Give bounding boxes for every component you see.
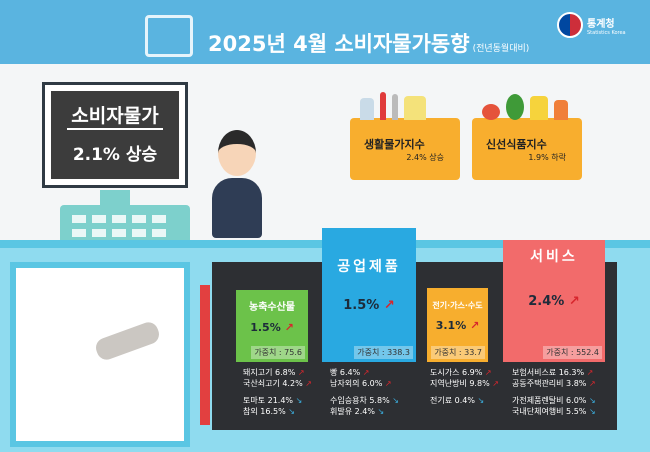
list-item: 수입승용차 5.8% ↘	[330, 395, 399, 406]
item-text: 남자외의 6.0%	[330, 379, 383, 388]
arrow-down-icon: ↘	[295, 396, 303, 405]
category-value: 2.4%	[528, 294, 565, 309]
category-value: 3.1%	[435, 319, 467, 332]
category-items-list: 보험서비스료 16.3% ↗ 공동주택관리비 3.8% ↗ 가전제품렌탈비 6.0%…	[512, 367, 596, 423]
arrow-up-icon: ↗	[383, 298, 395, 313]
arrow-down-icon: ↘	[588, 407, 596, 416]
item-text: 보험서비스료 16.3%	[512, 368, 585, 377]
category-industrial: 공업제품 1.5% ↗ 가중치 : 338.3	[322, 228, 416, 362]
register-value: 2.1% 상승	[72, 145, 158, 165]
arrow-down-icon: ↘	[288, 407, 295, 416]
register-stand	[100, 190, 130, 205]
arrow-up-icon: ↗	[568, 294, 580, 309]
category-services: 서비스 2.4% ↗ 가중치 : 552.4	[503, 240, 605, 362]
list-item: 빵 6.4% ↗	[330, 367, 399, 378]
arrow-up-icon: ↗	[284, 321, 294, 334]
category-agriculture: 농축수산물 1.5% ↗ 가중치 : 75.6	[236, 290, 308, 362]
arrow-up-icon: ↗	[470, 319, 480, 332]
category-weight: 가중치 : 338.3	[354, 346, 413, 359]
list-item: 전기료 0.4% ↘	[430, 395, 499, 406]
category-weight: 가중치 : 552.4	[543, 346, 602, 359]
item-text: 국산쇠고기 4.2%	[243, 379, 303, 388]
item-text: 국내단체여행비 5.5%	[512, 407, 587, 416]
item-text: 돼지고기 6.8%	[243, 368, 296, 377]
category-name: 공업제품	[337, 259, 401, 275]
shopping-basket-icon	[145, 15, 193, 57]
arrow-up-icon: ↗	[492, 379, 499, 388]
title-subtitle: (전년동월대비)	[472, 44, 530, 54]
arrow-up-icon: ↗	[586, 368, 594, 377]
item-text: 빵 6.4%	[330, 368, 361, 377]
arrow-up-icon: ↗	[297, 368, 305, 377]
list-item: 공동주택관리비 3.8% ↗	[512, 378, 596, 389]
item-text: 참외 16.5%	[243, 407, 286, 416]
arrow-down-icon: ↘	[588, 396, 596, 405]
item-text: 수입승용차 5.8%	[330, 396, 390, 405]
register-display: 소비자물가 2.1% 상승	[42, 82, 188, 188]
arrow-up-icon: ↗	[588, 379, 596, 388]
category-items-list: 빵 6.4% ↗ 남자외의 6.0% ↗ 수입승용차 5.8% ↘ 휘발유 2.4% …	[330, 367, 399, 423]
category-name: 전기·가스·수도	[432, 301, 483, 310]
logo-subtext: Statistics Korea	[587, 29, 626, 36]
arrow-down-icon: ↘	[377, 407, 385, 416]
item-text: 토마토 21.4%	[243, 396, 294, 405]
list-item: 보험서비스료 16.3% ↗	[512, 367, 596, 378]
list-item: 국내단체여행비 5.5% ↘	[512, 406, 596, 417]
list-item: 휘발유 2.4% ↘	[330, 406, 399, 417]
basket-value: 2.4% 상승	[406, 153, 444, 162]
basket-value: 1.9% 하락	[528, 153, 566, 162]
item-text: 지역난방비 9.8%	[430, 379, 490, 388]
category-items-list: 도시가스 6.9% ↗ 지역난방비 9.8% ↗ 전기료 0.4% ↘	[430, 367, 499, 412]
item-text: 공동주택관리비 3.8%	[512, 379, 587, 388]
basket-living-index: 생활물가지수 2.4% 상승	[350, 92, 460, 180]
list-item: 남자외의 6.0% ↗	[330, 378, 399, 389]
list-item: 토마토 21.4% ↘	[243, 395, 312, 406]
logo: 통계청 Statistics Korea	[557, 12, 626, 38]
logo-text: 통계청	[587, 18, 615, 30]
title-text: 2025년 4월 소비자물가동향	[208, 32, 470, 56]
category-weight: 가중치 : 33.7	[431, 346, 485, 359]
basket-fresh-food-index: 신선식품지수 1.9% 하락	[472, 94, 582, 180]
cashier-illustration	[210, 130, 265, 240]
basket-name: 생활물가지수	[364, 138, 425, 151]
arrow-down-icon: ↘	[477, 396, 485, 405]
item-text: 가전제품렌탈비 6.0%	[512, 396, 587, 405]
category-utilities: 전기·가스·수도 3.1% ↗ 가중치 : 33.7	[427, 288, 488, 362]
arrow-up-icon: ↗	[484, 368, 492, 377]
arrow-up-icon: ↗	[362, 368, 370, 377]
category-name: 농축수산물	[249, 302, 295, 313]
arrow-down-icon: ↘	[392, 396, 399, 405]
item-text: 전기료 0.4%	[430, 396, 475, 405]
category-weight: 가중치 : 75.6	[251, 346, 305, 359]
list-item: 지역난방비 9.8% ↗	[430, 378, 499, 389]
list-item: 가전제품렌탈비 6.0% ↘	[512, 395, 596, 406]
list-item: 도시가스 6.9% ↗	[430, 367, 499, 378]
basket-name: 신선식품지수	[486, 138, 547, 151]
list-item: 국산쇠고기 4.2% ↗	[243, 378, 312, 389]
page-title: 2025년 4월 소비자물가동향 (전년동월대비)	[208, 28, 529, 58]
taegeuk-emblem-icon	[557, 12, 583, 38]
category-name: 서비스	[530, 249, 578, 265]
item-text: 휘발유 2.4%	[330, 407, 375, 416]
arrow-up-icon: ↗	[384, 379, 392, 388]
category-value: 1.5%	[250, 321, 281, 334]
list-item: 참외 16.5% ↘	[243, 406, 312, 417]
category-value: 1.5%	[343, 298, 380, 313]
arrow-up-icon: ↗	[305, 379, 312, 388]
register-title: 소비자물가	[67, 101, 163, 130]
list-item: 돼지고기 6.8% ↗	[243, 367, 312, 378]
category-items-list: 돼지고기 6.8% ↗ 국산쇠고기 4.2% ↗ 토마토 21.4% ↘ 참외 16.…	[243, 367, 312, 423]
red-bar	[200, 285, 210, 425]
item-text: 도시가스 6.9%	[430, 368, 483, 377]
header-banner	[0, 0, 650, 64]
